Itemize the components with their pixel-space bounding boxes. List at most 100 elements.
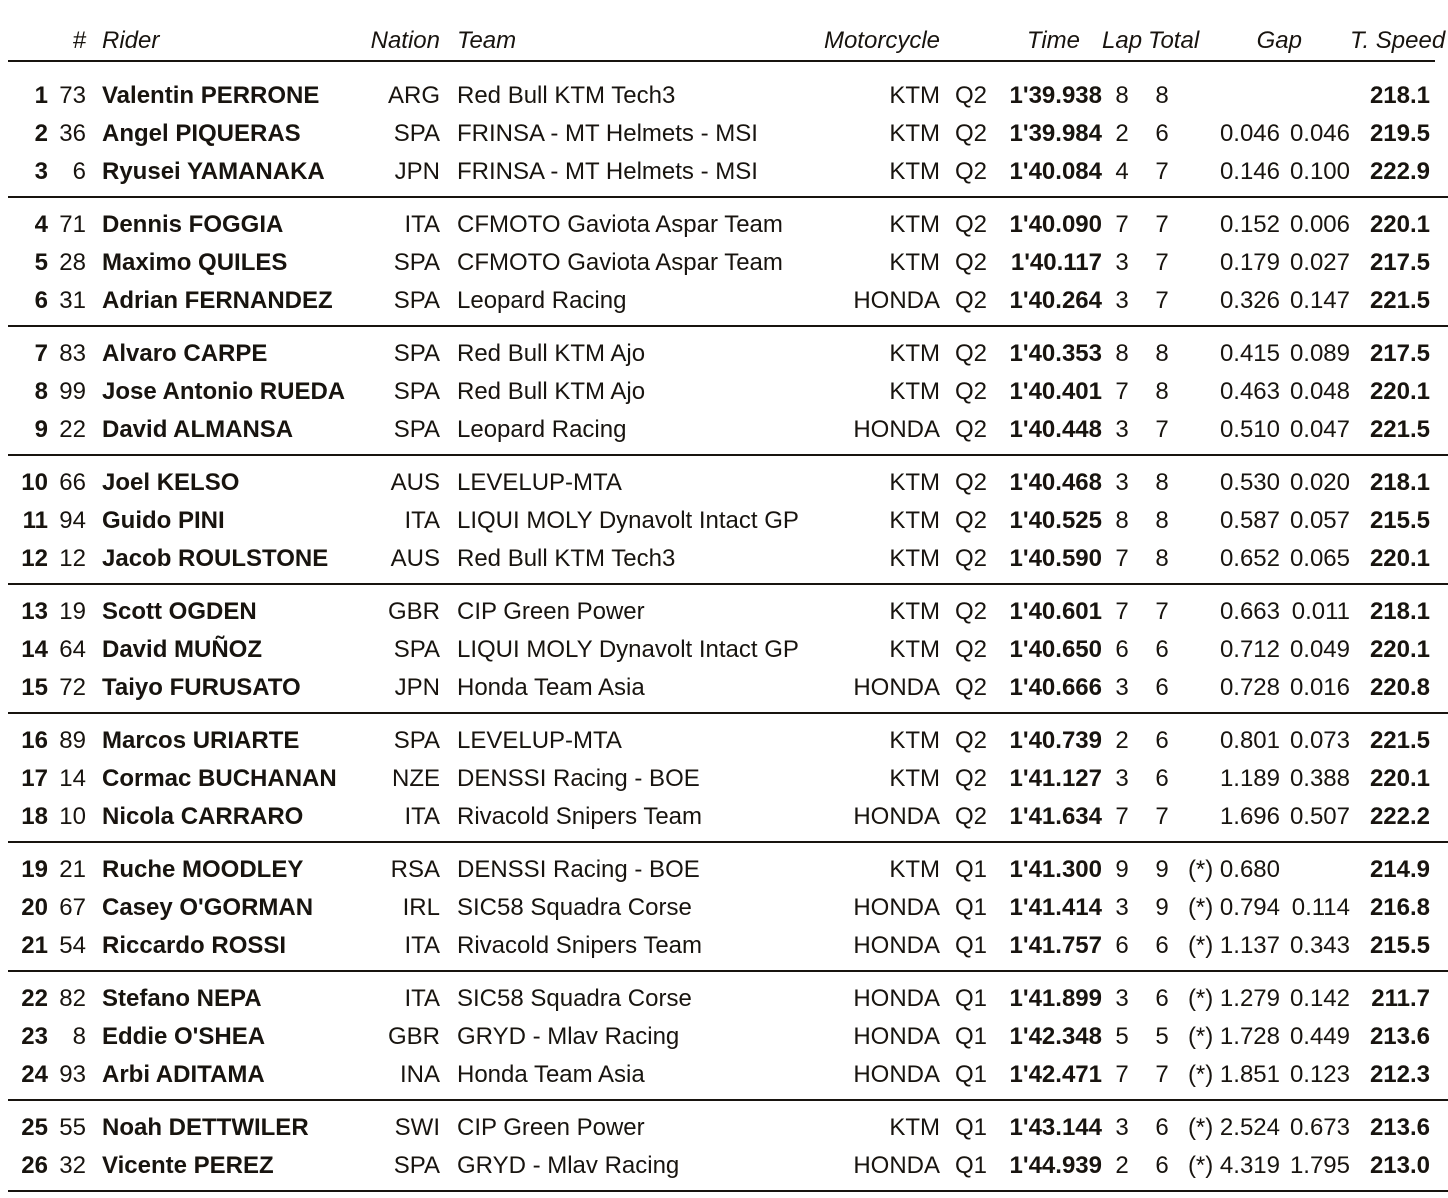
motorcycle-cell: KTM bbox=[889, 636, 940, 663]
gap-to-previous-cell: 0.673 bbox=[1289, 1114, 1350, 1141]
motorcycle-cell: HONDA bbox=[853, 985, 940, 1012]
rider-number-cell: 54 bbox=[59, 932, 86, 959]
rider-number-cell: 66 bbox=[59, 469, 86, 496]
team-cell: Honda Team Asia bbox=[457, 674, 645, 701]
result-group: 10 66 Joel KELSO AUS LEVELUP-MTA KTM Q2 … bbox=[8, 456, 1448, 585]
motorcycle-cell: HONDA bbox=[853, 674, 940, 701]
rider-number-cell: 12 bbox=[59, 545, 86, 572]
motorcycle-cell: KTM bbox=[889, 507, 940, 534]
rider-name-cell: Riccardo ROSSI bbox=[102, 932, 287, 959]
lap-cell: 7 bbox=[1115, 598, 1129, 625]
gap-to-previous-cell: 0.049 bbox=[1289, 636, 1350, 663]
team-cell: FRINSA - MT Helmets - MSI bbox=[457, 158, 758, 185]
rider-number-cell: 99 bbox=[59, 378, 86, 405]
time-cell: 1'40.264 bbox=[1009, 287, 1102, 314]
lap-cell: 7 bbox=[1115, 378, 1129, 405]
position-cell: 10 bbox=[21, 469, 48, 496]
table-row: 25 55 Noah DETTWILER SWI CIP Green Power… bbox=[8, 1109, 1435, 1147]
team-cell: LIQUI MOLY Dynavolt Intact GP bbox=[457, 507, 799, 534]
nation-cell: SWI bbox=[394, 1114, 440, 1141]
nation-cell: JPN bbox=[394, 158, 440, 185]
team-cell: Red Bull KTM Ajo bbox=[457, 340, 646, 367]
position-cell: 20 bbox=[21, 894, 48, 921]
rider-number-cell: 83 bbox=[59, 340, 86, 367]
gap-to-previous-cell: 0.142 bbox=[1289, 985, 1350, 1012]
gap-to-previous-cell: 0.048 bbox=[1289, 378, 1350, 405]
table-row: 21 54 Riccardo ROSSI ITA Rivacold Sniper… bbox=[8, 927, 1435, 965]
nation-cell: ITA bbox=[404, 985, 440, 1012]
gap-to-first-cell: 0.587 bbox=[1219, 507, 1280, 534]
lap-cell: 8 bbox=[1115, 82, 1129, 109]
gap-to-first-cell: 1.696 bbox=[1219, 803, 1280, 830]
time-cell: 1'40.525 bbox=[1009, 507, 1102, 534]
table-row: 14 64 David MUÑOZ SPA LIQUI MOLY Dynavol… bbox=[8, 631, 1435, 669]
time-cell: 1'40.084 bbox=[1009, 158, 1102, 185]
total-laps-cell: 8 bbox=[1155, 378, 1169, 405]
gap-to-first-cell: (*) 0.680 bbox=[1187, 856, 1280, 883]
total-laps-cell: 6 bbox=[1155, 1152, 1169, 1179]
table-row: 7 83 Alvaro CARPE SPA Red Bull KTM Ajo K… bbox=[8, 335, 1435, 373]
rider-name-cell: Jose Antonio RUEDA bbox=[102, 378, 346, 405]
position-cell: 13 bbox=[21, 598, 48, 625]
rider-name-cell: Valentin PERRONE bbox=[102, 82, 320, 109]
motorcycle-cell: HONDA bbox=[853, 287, 940, 314]
rider-number-cell: 31 bbox=[59, 287, 86, 314]
rider-name-cell: Nicola CARRARO bbox=[102, 803, 304, 830]
lap-cell: 3 bbox=[1115, 985, 1129, 1012]
total-laps-cell: 6 bbox=[1155, 636, 1169, 663]
session-cell: Q1 bbox=[955, 894, 988, 921]
total-laps-cell: 6 bbox=[1155, 932, 1169, 959]
nation-cell: GBR bbox=[387, 1023, 440, 1050]
rider-name-cell: Casey O'GORMAN bbox=[102, 894, 314, 921]
top-speed-cell: 213.0 bbox=[1369, 1152, 1430, 1179]
rider-name-cell: Angel PIQUERAS bbox=[102, 120, 301, 147]
result-group: 1 73 Valentin PERRONE ARG Red Bull KTM T… bbox=[8, 62, 1448, 198]
session-cell: Q2 bbox=[955, 158, 988, 185]
position-cell: 5 bbox=[34, 249, 48, 276]
top-speed-cell: 215.5 bbox=[1369, 507, 1430, 534]
session-cell: Q2 bbox=[955, 674, 988, 701]
position-cell: 4 bbox=[34, 211, 48, 238]
motorcycle-cell: KTM bbox=[889, 82, 940, 109]
time-cell: 1'40.448 bbox=[1009, 416, 1102, 443]
rider-name-cell: Taiyo FURUSATO bbox=[102, 674, 301, 701]
gap-to-first-cell: 0.046 bbox=[1219, 120, 1280, 147]
gap-to-first-cell: 0.510 bbox=[1219, 416, 1280, 443]
table-row: 23 8 Eddie O'SHEA GBR GRYD - Mlav Racing… bbox=[8, 1018, 1435, 1056]
top-speed-cell: 220.1 bbox=[1369, 211, 1430, 238]
session-cell: Q1 bbox=[955, 1061, 988, 1088]
position-cell: 7 bbox=[34, 340, 48, 367]
gap-to-previous-cell: 0.046 bbox=[1289, 120, 1350, 147]
session-cell: Q2 bbox=[955, 469, 988, 496]
nation-cell: IRL bbox=[402, 894, 440, 921]
top-speed-cell: 221.5 bbox=[1369, 727, 1430, 754]
total-laps-cell: 8 bbox=[1155, 340, 1169, 367]
gap-to-previous-cell: 0.073 bbox=[1289, 727, 1350, 754]
rider-number-cell: 71 bbox=[59, 211, 86, 238]
top-speed-cell: 220.1 bbox=[1369, 378, 1430, 405]
table-row: 22 82 Stefano NEPA ITA SIC58 Squadra Cor… bbox=[8, 980, 1435, 1018]
gap-to-first-cell: (*) 1.279 bbox=[1187, 985, 1280, 1012]
session-cell: Q2 bbox=[955, 636, 988, 663]
top-speed-cell: 215.5 bbox=[1369, 932, 1430, 959]
team-cell: CIP Green Power bbox=[457, 1114, 645, 1141]
header-total: Total bbox=[1148, 27, 1200, 54]
time-cell: 1'40.090 bbox=[1009, 211, 1102, 238]
table-row: 6 31 Adrian FERNANDEZ SPA Leopard Racing… bbox=[8, 282, 1435, 320]
header-team: Team bbox=[457, 27, 517, 54]
position-cell: 18 bbox=[21, 803, 48, 830]
table-row: 24 93 Arbi ADITAMA INA Honda Team Asia H… bbox=[8, 1056, 1435, 1094]
time-cell: 1'39.938 bbox=[1009, 82, 1102, 109]
motorcycle-cell: KTM bbox=[889, 469, 940, 496]
motorcycle-cell: KTM bbox=[889, 765, 940, 792]
rider-name-cell: Guido PINI bbox=[102, 507, 225, 534]
gap-to-first-cell: (*) 0.794 bbox=[1187, 894, 1280, 921]
lap-cell: 2 bbox=[1115, 120, 1129, 147]
motorcycle-cell: HONDA bbox=[853, 803, 940, 830]
team-cell: Rivacold Snipers Team bbox=[457, 803, 703, 830]
lap-cell: 7 bbox=[1115, 211, 1129, 238]
time-cell: 1'40.468 bbox=[1009, 469, 1102, 496]
gap-to-first-cell: 0.326 bbox=[1219, 287, 1280, 314]
rider-name-cell: Joel KELSO bbox=[102, 469, 240, 496]
motorcycle-cell: HONDA bbox=[853, 416, 940, 443]
